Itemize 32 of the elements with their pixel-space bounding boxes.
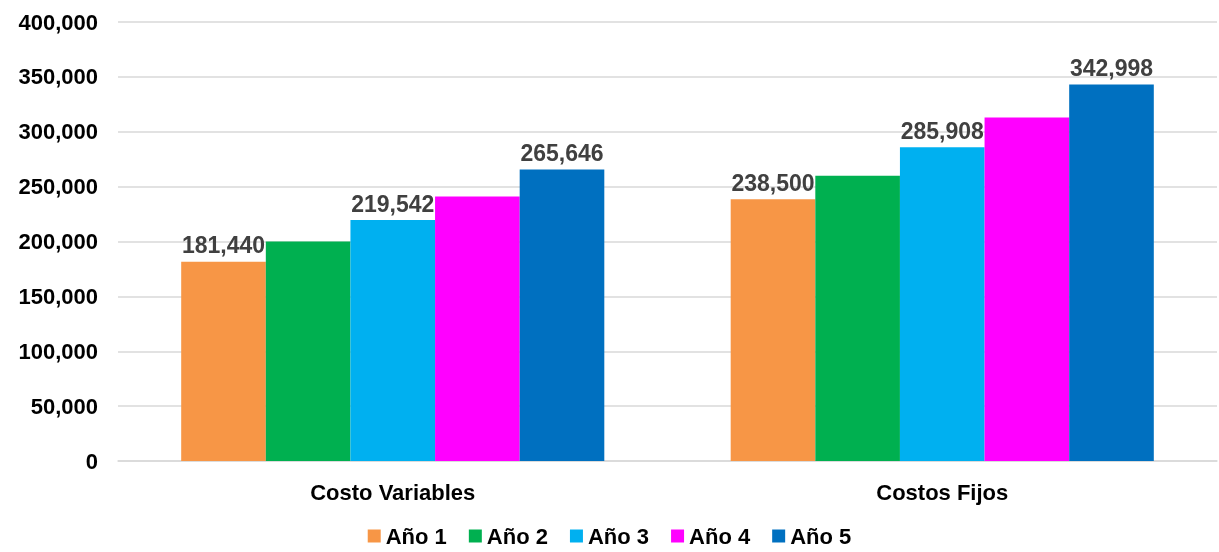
y-tick-label: 50,000 — [30, 393, 98, 419]
bar — [435, 196, 520, 461]
bar — [350, 220, 436, 461]
y-tick-label: 300,000 — [18, 119, 98, 145]
bar — [899, 147, 985, 461]
bar — [730, 199, 816, 461]
y-tick-label: 100,000 — [18, 338, 98, 364]
y-tick-label: 350,000 — [18, 64, 98, 90]
legend-label: Año 5 — [790, 523, 852, 549]
bar — [1069, 84, 1154, 461]
legend-label: Año 3 — [587, 523, 650, 549]
legend-label: Año 2 — [486, 523, 548, 549]
data-label: 265,646 — [520, 139, 604, 166]
bar — [815, 175, 900, 461]
x-tick-label: Costo Variables — [310, 479, 476, 505]
y-tick-label: 0 — [85, 448, 98, 474]
data-label: 238,500 — [731, 169, 815, 196]
legend-label: Año 1 — [385, 523, 447, 549]
y-tick-label: 150,000 — [18, 283, 98, 309]
x-tick-label: Costos Fijos — [876, 479, 1009, 505]
legend-label: Año 4 — [689, 523, 751, 549]
data-label: 342,998 — [1069, 55, 1154, 82]
data-label: 219,542 — [351, 190, 435, 217]
bar — [519, 169, 605, 461]
bar — [984, 117, 1070, 461]
y-tick-label: 400,000 — [18, 9, 98, 35]
y-tick-label: 200,000 — [18, 229, 98, 254]
bar — [265, 241, 351, 461]
y-tick-label: 250,000 — [18, 174, 98, 200]
data-label: 285,908 — [900, 117, 985, 144]
bar — [181, 261, 266, 461]
data-label: 181,440 — [181, 232, 266, 259]
